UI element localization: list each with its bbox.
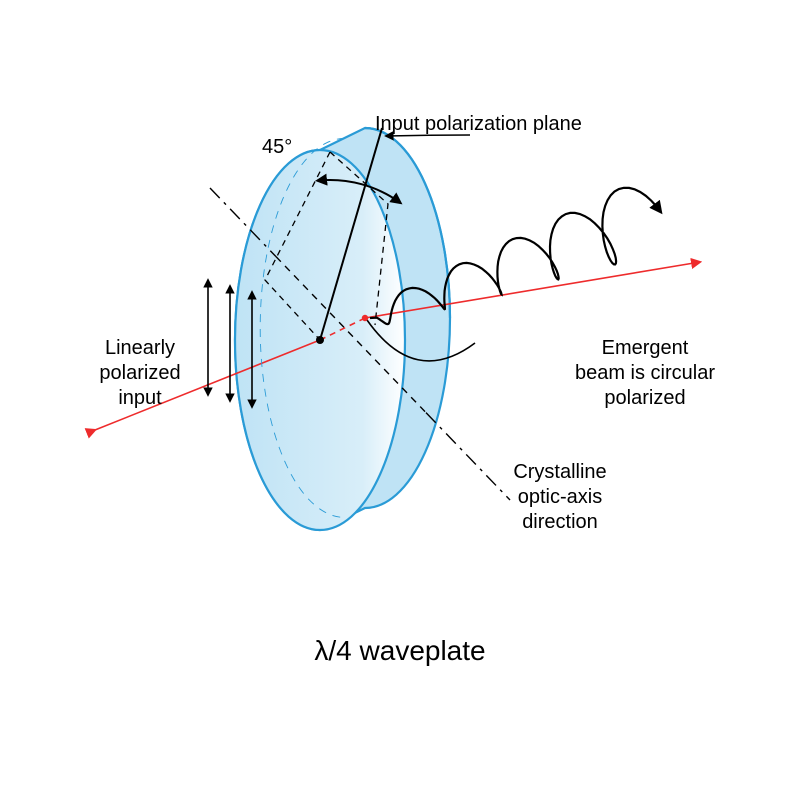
label-emergent-l3: polarized	[604, 387, 685, 409]
label-angle: 45°	[262, 135, 292, 160]
label-linear-input: Linearly polarized input	[85, 336, 195, 411]
label-linear-input-l1: Linearly	[105, 337, 175, 359]
label-linear-input-l2: polarized	[99, 362, 180, 384]
center-dot-back	[362, 315, 368, 321]
label-linear-input-l3: input	[118, 387, 161, 409]
diagram-title: λ/4 waveplate	[0, 635, 800, 667]
label-optic-axis-l2: optic-axis	[518, 486, 602, 508]
label-emergent: Emergent beam is circular polarized	[555, 336, 735, 411]
label-input-plane: Input polarization plane	[375, 112, 582, 137]
label-emergent-l2: beam is circular	[575, 362, 715, 384]
center-dot-front	[316, 336, 324, 344]
label-optic-axis-l3: direction	[522, 511, 598, 533]
label-emergent-l1: Emergent	[602, 337, 689, 359]
label-optic-axis: Crystalline optic-axis direction	[495, 460, 625, 535]
label-optic-axis-l1: Crystalline	[513, 461, 606, 483]
